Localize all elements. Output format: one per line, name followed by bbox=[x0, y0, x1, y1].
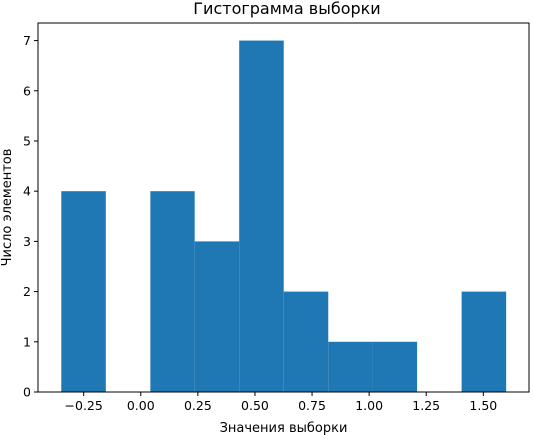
histogram-bar-4 bbox=[194, 241, 240, 392]
axes-frame bbox=[37, 22, 530, 393]
y-tick-label: 6 bbox=[23, 83, 31, 98]
x-axis-label: Значения выборки bbox=[220, 421, 348, 435]
y-tick-label: 1 bbox=[23, 334, 31, 349]
y-tick-label: 7 bbox=[23, 33, 31, 48]
x-tick-label: 0.75 bbox=[298, 398, 326, 413]
x-tick-label: 0.25 bbox=[184, 398, 212, 413]
x-tick-label: 0.00 bbox=[127, 398, 155, 413]
y-tick-label: 5 bbox=[23, 133, 31, 148]
y-axis-label: Число элементов bbox=[0, 149, 15, 267]
histogram-bar-3 bbox=[150, 191, 195, 392]
histogram-bar-10 bbox=[461, 291, 507, 392]
histogram-bar-5 bbox=[239, 40, 284, 392]
x-tick-label: 0.50 bbox=[241, 398, 269, 413]
histogram-bar-7 bbox=[328, 341, 373, 392]
bars-group bbox=[61, 40, 507, 392]
x-tick-label: 1.25 bbox=[412, 398, 440, 413]
x-ticks-group: −0.25 0.00 0.25 0.50 0.75 1.00 1.25 1.50 bbox=[65, 392, 497, 413]
y-tick-label: 4 bbox=[23, 184, 31, 199]
histogram-bar-8 bbox=[372, 341, 418, 392]
histogram-bar-1 bbox=[61, 191, 106, 392]
x-tick-label: −0.25 bbox=[65, 398, 103, 413]
x-tick-label: 1.00 bbox=[355, 398, 383, 413]
y-tick-label: 0 bbox=[23, 385, 31, 400]
x-tick-label: 1.50 bbox=[469, 398, 497, 413]
histogram-bar-6 bbox=[283, 291, 329, 392]
y-ticks-group: 0 1 2 3 4 5 6 7 bbox=[23, 33, 38, 400]
chart-title: Гистограмма выборки bbox=[193, 0, 380, 18]
y-tick-label: 2 bbox=[23, 284, 31, 299]
y-tick-label: 3 bbox=[23, 234, 31, 249]
